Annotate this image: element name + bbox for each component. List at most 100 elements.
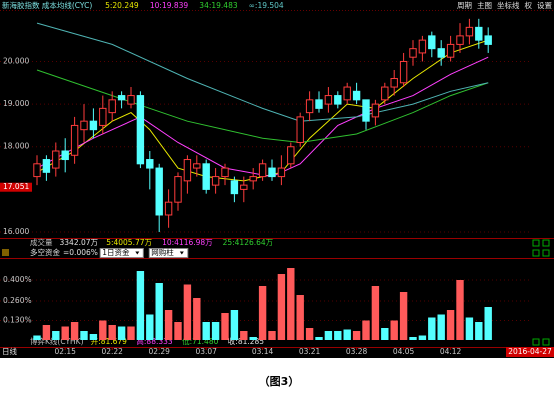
candle-body <box>52 150 60 169</box>
menu-item[interactable]: 坐标线 <box>497 0 520 10</box>
icon[interactable] <box>542 249 550 257</box>
date-box <box>506 347 554 357</box>
y-tick-label: 18.000 <box>3 142 29 151</box>
bar <box>268 331 276 340</box>
menu-item[interactable]: 主图 <box>477 0 492 10</box>
bar <box>221 313 229 340</box>
candle-body <box>164 201 173 216</box>
icon[interactable] <box>542 239 550 247</box>
candle-body <box>381 86 389 101</box>
bar <box>428 317 436 340</box>
bar <box>446 310 455 340</box>
bar <box>240 331 248 340</box>
candle-body <box>465 26 474 37</box>
ma-label: 34:19.483 <box>199 1 238 10</box>
bar <box>230 310 239 340</box>
candle-body <box>334 95 342 105</box>
icon[interactable] <box>532 239 540 247</box>
bar <box>146 314 154 340</box>
menu-item[interactable]: 权 <box>525 0 533 10</box>
x-tick-label: 02.22 <box>101 347 123 356</box>
bar <box>418 335 427 340</box>
bar <box>305 328 314 340</box>
panel-title: 多空资金 <box>30 247 60 257</box>
ma-line <box>36 56 489 178</box>
volume-label: 10:4116.98万 <box>162 238 213 247</box>
price-marker-label: 17.051 <box>3 182 29 191</box>
x-tick-label: 03.07 <box>195 347 217 356</box>
icon[interactable] <box>542 338 550 346</box>
menu-item[interactable]: 设置 <box>537 0 552 10</box>
volume-label: 成交量 <box>30 237 53 247</box>
y-tick-label: 0.260% <box>3 296 32 305</box>
info-label: 收:81.285 <box>228 336 264 346</box>
candle-body <box>108 99 116 114</box>
dropdown[interactable] <box>99 248 144 258</box>
icon[interactable] <box>532 249 540 257</box>
y-tick-label: 0.400% <box>3 275 32 284</box>
candle-body <box>42 159 51 173</box>
dropdown-label: 网购柱 <box>151 247 174 257</box>
dropdown[interactable] <box>148 248 189 258</box>
header-title: 新海胶指数 成本均线(CYC) <box>2 0 92 10</box>
bar <box>117 326 126 340</box>
bar <box>465 317 474 340</box>
candle-body <box>155 167 163 216</box>
info-label: 低:71.480 <box>182 336 218 346</box>
candle-body <box>230 180 239 195</box>
candle-body <box>136 95 145 165</box>
candle-body <box>70 124 79 156</box>
bar <box>287 268 295 340</box>
x-tick-label: 04.05 <box>393 347 415 356</box>
info-label: 博弈K线(CYHK) <box>30 336 84 346</box>
menu-item[interactable]: 周期 <box>457 1 472 10</box>
icon <box>2 249 9 256</box>
candle-body <box>240 184 248 190</box>
candle-body <box>418 39 427 54</box>
y-tick-label: 16.000 <box>3 227 29 236</box>
bar <box>484 307 492 340</box>
candle-body <box>183 159 192 182</box>
bar <box>80 331 88 340</box>
candle-body <box>287 146 295 165</box>
bar <box>437 314 445 340</box>
x-tick-label: 03.14 <box>252 347 274 356</box>
icon[interactable] <box>532 338 540 346</box>
y-tick-label: 20.000 <box>3 56 29 65</box>
candle-body <box>202 163 210 190</box>
candle-body <box>437 48 445 58</box>
candle-body <box>117 95 126 101</box>
volume-label: 3342.07万 <box>60 238 99 247</box>
candle-body <box>33 163 41 178</box>
bar <box>155 283 163 340</box>
bar <box>52 331 60 340</box>
candle-body <box>446 43 455 58</box>
panel-icons <box>532 239 550 346</box>
candle-body <box>193 163 201 169</box>
bar <box>296 295 304 340</box>
candle-body <box>352 90 361 101</box>
bar <box>277 274 286 340</box>
x-tick-label: 04.12 <box>440 347 462 356</box>
candle-body <box>89 120 98 131</box>
period-label[interactable]: 日线 <box>2 346 17 356</box>
bar <box>136 271 145 340</box>
bar <box>475 322 483 340</box>
bar <box>381 328 389 340</box>
bar <box>193 298 201 340</box>
y-tick-label: 0.130% <box>3 316 32 325</box>
ma-label: ∞:19.504 <box>249 1 284 10</box>
bar <box>334 331 342 340</box>
candle-body <box>428 35 436 50</box>
bar <box>371 286 380 340</box>
bar <box>33 335 41 340</box>
candle-body <box>324 95 333 105</box>
bar <box>249 337 257 340</box>
candle-body <box>127 95 135 105</box>
bar <box>127 326 135 340</box>
candle-body <box>362 99 370 122</box>
candle-body <box>343 86 351 101</box>
bar <box>399 292 408 340</box>
x-tick-label: 03.28 <box>346 347 368 356</box>
